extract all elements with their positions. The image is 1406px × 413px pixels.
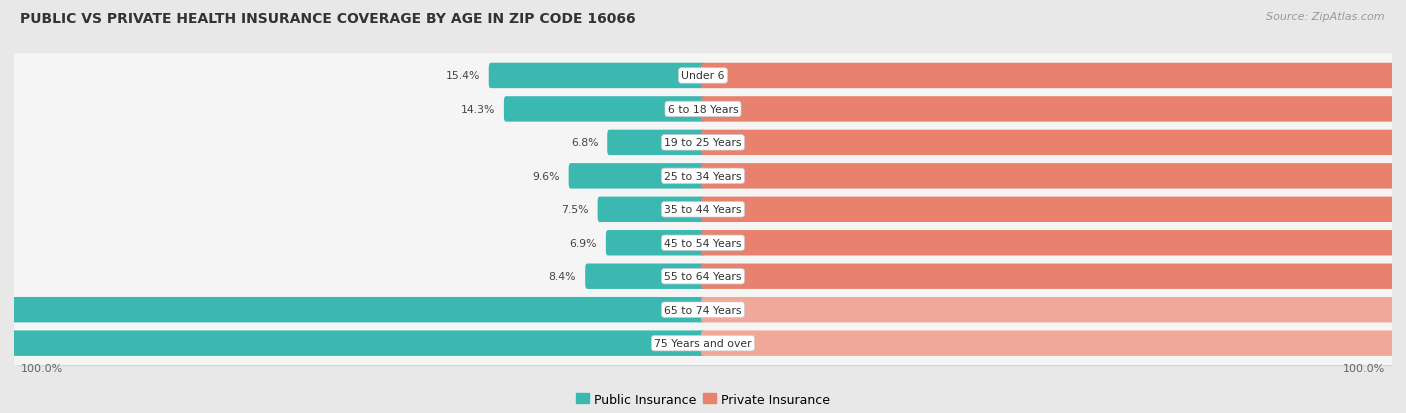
FancyBboxPatch shape xyxy=(702,230,1406,256)
Text: 8.4%: 8.4% xyxy=(548,272,576,282)
Text: Source: ZipAtlas.com: Source: ZipAtlas.com xyxy=(1267,12,1385,22)
Text: 6 to 18 Years: 6 to 18 Years xyxy=(668,104,738,115)
FancyBboxPatch shape xyxy=(607,131,704,156)
FancyBboxPatch shape xyxy=(10,321,1396,366)
FancyBboxPatch shape xyxy=(10,54,1396,98)
FancyBboxPatch shape xyxy=(598,197,704,223)
Text: 65 to 74 Years: 65 to 74 Years xyxy=(664,305,742,315)
FancyBboxPatch shape xyxy=(10,188,1396,232)
Text: 6.8%: 6.8% xyxy=(571,138,599,148)
FancyBboxPatch shape xyxy=(10,121,1396,165)
Text: 100.0%: 100.0% xyxy=(1343,363,1385,373)
FancyBboxPatch shape xyxy=(14,189,1396,233)
Text: Under 6: Under 6 xyxy=(682,71,724,81)
FancyBboxPatch shape xyxy=(14,89,1396,133)
Text: 35 to 44 Years: 35 to 44 Years xyxy=(664,205,742,215)
Text: 45 to 54 Years: 45 to 54 Years xyxy=(664,238,742,248)
FancyBboxPatch shape xyxy=(10,221,1396,265)
FancyBboxPatch shape xyxy=(702,297,1406,323)
FancyBboxPatch shape xyxy=(606,230,704,256)
FancyBboxPatch shape xyxy=(10,254,1396,299)
FancyBboxPatch shape xyxy=(702,197,1406,223)
FancyBboxPatch shape xyxy=(10,88,1396,132)
Text: 55 to 64 Years: 55 to 64 Years xyxy=(664,272,742,282)
Text: 6.9%: 6.9% xyxy=(569,238,598,248)
Text: 75 Years and over: 75 Years and over xyxy=(654,338,752,348)
FancyBboxPatch shape xyxy=(14,322,1396,366)
Text: 7.5%: 7.5% xyxy=(561,205,589,215)
FancyBboxPatch shape xyxy=(14,289,1396,333)
Text: 14.3%: 14.3% xyxy=(461,104,495,115)
FancyBboxPatch shape xyxy=(702,97,1406,122)
FancyBboxPatch shape xyxy=(702,64,1406,89)
Text: 9.6%: 9.6% xyxy=(533,171,560,181)
FancyBboxPatch shape xyxy=(10,288,1396,332)
Text: PUBLIC VS PRIVATE HEALTH INSURANCE COVERAGE BY AGE IN ZIP CODE 16066: PUBLIC VS PRIVATE HEALTH INSURANCE COVER… xyxy=(20,12,636,26)
FancyBboxPatch shape xyxy=(702,264,1406,289)
FancyBboxPatch shape xyxy=(702,131,1406,156)
Text: 100.0%: 100.0% xyxy=(21,363,63,373)
Text: 25 to 34 Years: 25 to 34 Years xyxy=(664,171,742,181)
FancyBboxPatch shape xyxy=(0,297,704,323)
FancyBboxPatch shape xyxy=(585,264,704,289)
Legend: Public Insurance, Private Insurance: Public Insurance, Private Insurance xyxy=(571,388,835,411)
FancyBboxPatch shape xyxy=(14,122,1396,166)
FancyBboxPatch shape xyxy=(14,55,1396,99)
Text: 15.4%: 15.4% xyxy=(446,71,479,81)
FancyBboxPatch shape xyxy=(14,155,1396,199)
FancyBboxPatch shape xyxy=(0,331,704,356)
FancyBboxPatch shape xyxy=(14,222,1396,266)
FancyBboxPatch shape xyxy=(503,97,704,122)
FancyBboxPatch shape xyxy=(14,256,1396,299)
FancyBboxPatch shape xyxy=(10,154,1396,198)
Text: 19 to 25 Years: 19 to 25 Years xyxy=(664,138,742,148)
FancyBboxPatch shape xyxy=(702,164,1406,189)
FancyBboxPatch shape xyxy=(568,164,704,189)
FancyBboxPatch shape xyxy=(489,64,704,89)
FancyBboxPatch shape xyxy=(702,331,1406,356)
